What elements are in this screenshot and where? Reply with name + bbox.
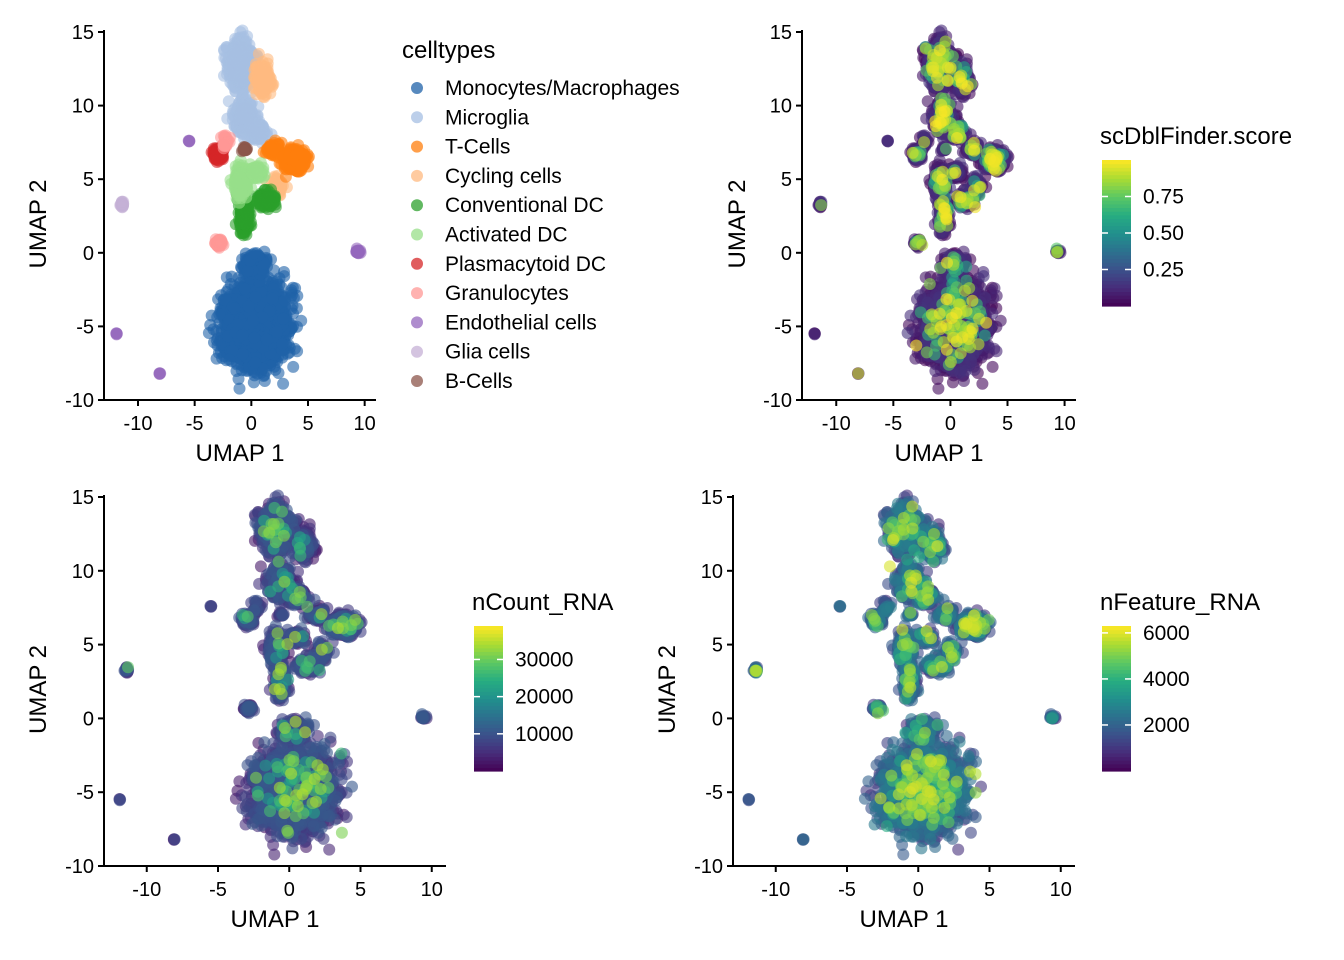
cell-point (238, 282, 251, 295)
cell-point (277, 377, 290, 390)
cell-point (228, 302, 241, 315)
cell-point (247, 314, 260, 327)
cell-point (248, 331, 261, 344)
cell-point (236, 348, 249, 361)
cell-point (266, 292, 279, 305)
cell-point (254, 196, 267, 209)
cell-point (213, 308, 226, 321)
cell-point (251, 128, 264, 141)
cell-point (210, 352, 223, 365)
cell-point (225, 270, 238, 283)
cell-point (236, 329, 249, 341)
cell-point (233, 44, 246, 56)
cell-point (241, 265, 254, 277)
cell-point (210, 334, 223, 347)
cell-point (272, 367, 285, 379)
cell-point (292, 147, 305, 160)
cell-point (233, 382, 246, 395)
cell-point (276, 338, 289, 351)
cell-point (232, 75, 245, 88)
cell-point (239, 100, 252, 113)
cell-point (271, 325, 283, 338)
cell-point (278, 294, 291, 307)
cell-point (253, 115, 266, 128)
cell-point (260, 75, 273, 87)
cell-point (238, 214, 251, 227)
cell-point (260, 333, 273, 346)
cell-point (277, 312, 290, 325)
cell-point (295, 162, 308, 175)
cell-point (229, 102, 242, 115)
cell-point (248, 247, 261, 260)
cell-point (287, 360, 300, 373)
celltypes-points (110, 24, 367, 395)
cell-point (278, 270, 291, 283)
cell-point (223, 353, 236, 366)
cell-point (242, 300, 255, 313)
cell-point (265, 141, 278, 154)
cell-point (285, 284, 298, 297)
cell-point (257, 86, 270, 99)
